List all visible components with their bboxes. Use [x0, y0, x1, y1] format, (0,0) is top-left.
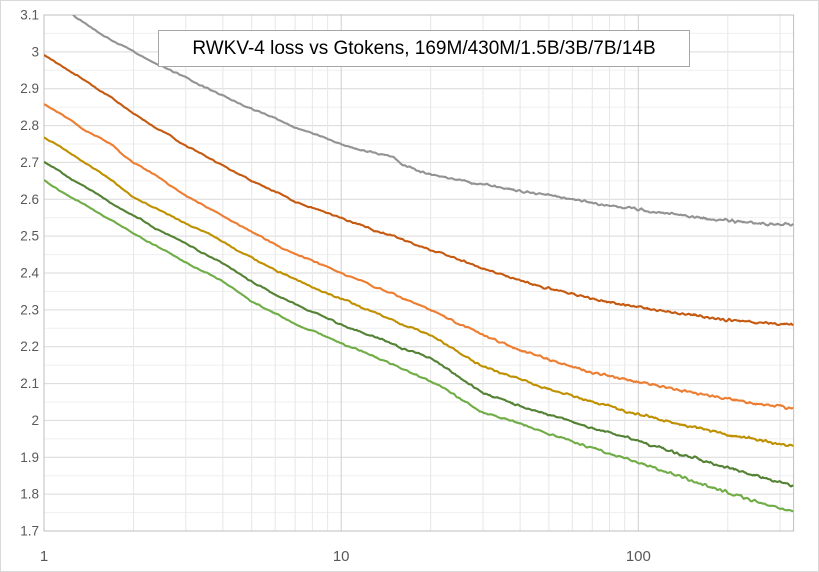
- y-axis-tick-label: 3: [31, 44, 39, 59]
- y-axis-tick-label: 3.1: [20, 8, 39, 23]
- series-14B-line: [44, 179, 794, 513]
- y-axis-tick-label: 2.6: [20, 192, 39, 207]
- y-axis-tick-label: 2.7: [20, 155, 39, 170]
- series-430M-line: [44, 53, 794, 327]
- x-axis-tick-label: 10: [333, 548, 350, 565]
- plot-border: [43, 14, 795, 532]
- y-axis-tick-label: 2.9: [20, 81, 39, 96]
- series-169M-line: [71, 15, 794, 227]
- y-axis-tick-label: 2.4: [20, 266, 39, 281]
- y-axis-tick-label: 1.9: [20, 450, 39, 465]
- x-axis-tick-label: 1: [40, 548, 48, 565]
- series-7B-line: [44, 161, 794, 488]
- y-axis-tick-label: 2.2: [20, 339, 39, 354]
- y-axis-tick-label: 1.8: [20, 487, 39, 502]
- chart-title-text: RWKV-4 loss vs Gtokens, 169M/430M/1.5B/3…: [192, 37, 656, 59]
- series-1.5B-line: [44, 103, 794, 411]
- chart-title: RWKV-4 loss vs Gtokens, 169M/430M/1.5B/3…: [158, 30, 690, 67]
- x-axis-tick-label: 100: [626, 548, 651, 565]
- series-3B-line: [44, 136, 794, 447]
- y-axis-tick-label: 2: [31, 413, 39, 428]
- y-axis-tick-label: 2.3: [20, 302, 39, 317]
- y-axis-tick-label: 2.1: [20, 376, 39, 391]
- y-axis-tick-label: 1.7: [20, 524, 39, 539]
- y-axis-tick-label: 2.5: [20, 229, 39, 244]
- y-axis-tick-label: 2.8: [20, 118, 39, 133]
